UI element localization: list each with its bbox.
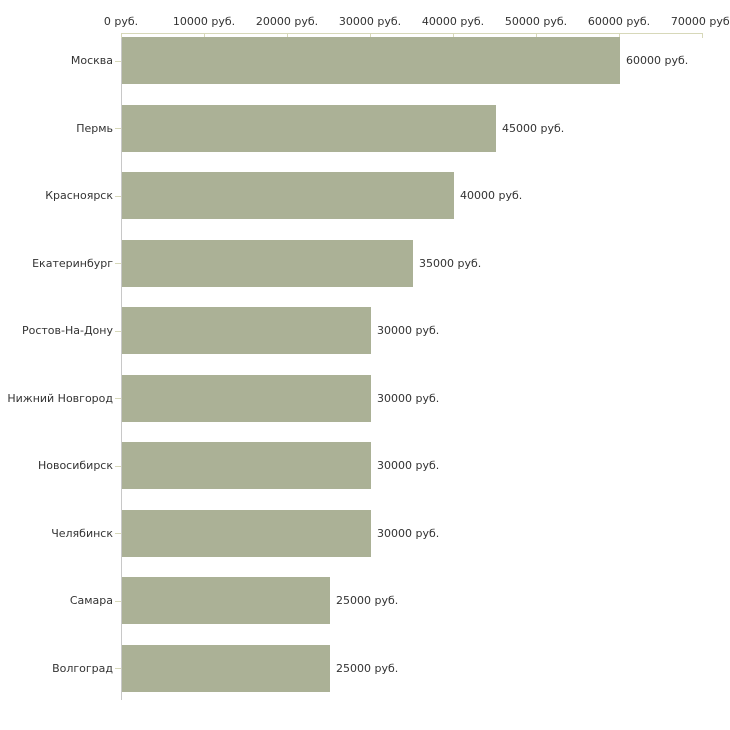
category-label: Новосибирск [37,459,113,472]
x-axis-tick-label: 0 руб. [103,15,139,28]
category-label: Красноярск [45,189,113,202]
category-label: Ростов-На-Дону [21,324,113,337]
x-axis-tick-label: 50000 руб. [504,15,568,28]
y-axis-tick [115,668,121,669]
bar [122,172,454,219]
x-axis-tick [453,33,454,38]
y-axis-tick [115,263,121,264]
x-axis-tick-label: 60000 руб. [587,15,651,28]
bar [122,510,371,557]
category-label: Самара [69,594,113,607]
y-axis-tick [115,128,121,129]
bar [122,105,496,152]
y-axis-line [121,33,122,700]
x-axis-tick [121,33,122,38]
value-label: 25000 руб. [336,594,399,607]
category-label: Москва [70,54,113,67]
bar [122,375,371,422]
y-axis-tick [115,466,121,467]
category-label: Пермь [76,122,113,135]
x-axis-tick-label: 40000 руб. [421,15,485,28]
value-label: 35000 руб. [419,257,482,270]
x-axis-tick [370,33,371,38]
x-axis-tick [204,33,205,38]
value-label: 30000 руб. [377,527,440,540]
value-label: 30000 руб. [377,459,440,472]
x-axis-tick [287,33,288,38]
y-axis-tick [115,331,121,332]
x-axis-tick-label: 10000 руб. [172,15,236,28]
y-axis-tick [115,533,121,534]
category-label: Екатеринбург [32,257,113,270]
bar [122,37,620,84]
y-axis-tick [115,196,121,197]
category-label: Челябинск [51,527,113,540]
value-label: 25000 руб. [336,662,399,675]
x-axis-tick [702,33,703,38]
category-label: Нижний Новгород [7,392,113,405]
value-label: 30000 руб. [377,392,440,405]
y-axis-tick [115,398,121,399]
bar [122,240,413,287]
bar [122,307,371,354]
value-label: 30000 руб. [377,324,440,337]
x-axis-line [121,33,703,34]
bar [122,645,330,692]
y-axis-tick [115,61,121,62]
x-axis-tick-label: 20000 руб. [255,15,319,28]
bar [122,577,330,624]
value-label: 40000 руб. [460,189,523,202]
x-axis-tick [619,33,620,38]
value-label: 45000 руб. [502,122,565,135]
value-label: 60000 руб. [626,54,689,67]
x-axis-tick-label: 30000 руб. [338,15,402,28]
bar [122,442,371,489]
x-axis-tick [536,33,537,38]
category-label: Волгоград [52,662,113,675]
y-axis-tick [115,601,121,602]
x-axis-tick-label: 70000 руб. [670,15,730,28]
